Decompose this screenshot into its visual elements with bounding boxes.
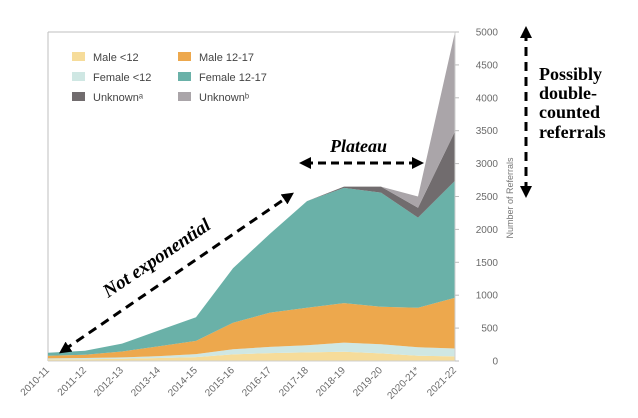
y-tick-label: 500 (481, 324, 498, 335)
x-tick-label: 2011-12 (56, 365, 90, 399)
legend-label-female-under12: Female <12 (93, 72, 151, 84)
legend-label-male-under12: Male <12 (93, 52, 139, 64)
double-counted-label-line-4: referrals (539, 122, 606, 142)
area-unknown (48, 131, 455, 353)
y-tick-label: 0 (492, 357, 498, 368)
x-axis: 2010-11 2011-12 2012-13 2013-14 2014-15 2015-… (19, 360, 459, 402)
x-tick-label: 2019-20 (351, 365, 385, 399)
x-tick-label: 2020-21* (386, 365, 423, 402)
y-tick-label: 1500 (476, 258, 499, 269)
legend-swatch-female-12-17 (178, 72, 191, 81)
legend-swatch-female-under12 (72, 72, 85, 81)
y-tick-label: 5000 (476, 28, 499, 39)
y-tick-label: 4500 (476, 60, 499, 71)
y-tick-label: 3000 (476, 159, 499, 170)
y-tick-label: 4000 (476, 93, 499, 104)
y-axis: 0 500 1000 1500 2000 2500 3000 3500 4000 4500 5000 (454, 28, 499, 368)
plateau-label: Plateau (329, 136, 387, 156)
not-exponential-label: Not exponential (98, 214, 215, 302)
legend-swatch-male-12-17 (178, 52, 191, 61)
double-counted-label-line-1: Possibly (539, 64, 602, 84)
y-tick-label: 1000 (476, 291, 499, 302)
y-tick-label: 2000 (476, 225, 499, 236)
x-tick-label: 2016-17 (240, 365, 274, 399)
x-tick-label: 2015-16 (203, 365, 237, 399)
not-exponential-arrow (59, 192, 294, 354)
x-tick-label: 2017-18 (277, 365, 311, 399)
x-tick-label: 2021-22 (425, 365, 459, 399)
x-tick-label: 2018-19 (314, 365, 348, 399)
x-tick-label: 2012-13 (92, 365, 126, 399)
legend-label-male-12-17: Male 12-17 (199, 52, 254, 64)
y-tick-label: 3500 (476, 126, 499, 137)
legend-label-unknown-a: Unknownᵃ (93, 92, 144, 104)
x-tick-label: 2014-15 (166, 365, 200, 399)
legend-label-unknown-b: Unknownᵇ (199, 92, 249, 104)
x-tick-label: 2010-11 (19, 365, 53, 399)
legend-swatch-unknown-a (72, 92, 85, 101)
double-counted-label-line-3: counted (539, 102, 600, 122)
legend: Male <12 Male 12-17 Female <12 Female 12… (72, 52, 267, 104)
y-tick-label: 2500 (476, 192, 499, 203)
double-counted-label-line-2: double- (539, 83, 597, 103)
legend-swatch-male-under12 (72, 52, 85, 61)
x-tick-label: 2013-14 (129, 365, 163, 399)
area-male-12 (48, 351, 455, 361)
legend-label-female-12-17: Female 12-17 (199, 72, 267, 84)
y-axis-label: Number of Referrals (505, 157, 515, 239)
legend-swatch-unknown-b (178, 92, 191, 101)
